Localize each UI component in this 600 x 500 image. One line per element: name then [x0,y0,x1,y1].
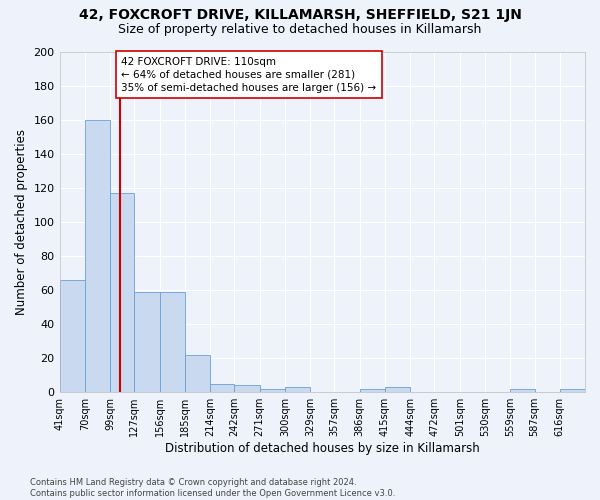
Bar [560,389,585,392]
Bar [260,389,285,392]
X-axis label: Distribution of detached houses by size in Killamarsh: Distribution of detached houses by size … [165,442,479,455]
Bar [134,292,160,392]
Y-axis label: Number of detached properties: Number of detached properties [15,129,28,315]
Bar [285,387,310,392]
Bar [385,387,410,392]
Bar [110,193,134,392]
Bar [185,354,210,392]
Text: 42, FOXCROFT DRIVE, KILLAMARSH, SHEFFIELD, S21 1JN: 42, FOXCROFT DRIVE, KILLAMARSH, SHEFFIEL… [79,8,521,22]
Bar [510,389,535,392]
Text: Size of property relative to detached houses in Killamarsh: Size of property relative to detached ho… [118,22,482,36]
Bar [85,120,110,392]
Bar [160,292,185,392]
Bar [59,280,85,392]
Text: 42 FOXCROFT DRIVE: 110sqm
← 64% of detached houses are smaller (281)
35% of semi: 42 FOXCROFT DRIVE: 110sqm ← 64% of detac… [121,56,376,93]
Bar [210,384,235,392]
Text: Contains HM Land Registry data © Crown copyright and database right 2024.
Contai: Contains HM Land Registry data © Crown c… [30,478,395,498]
Bar [359,389,385,392]
Bar [235,386,260,392]
